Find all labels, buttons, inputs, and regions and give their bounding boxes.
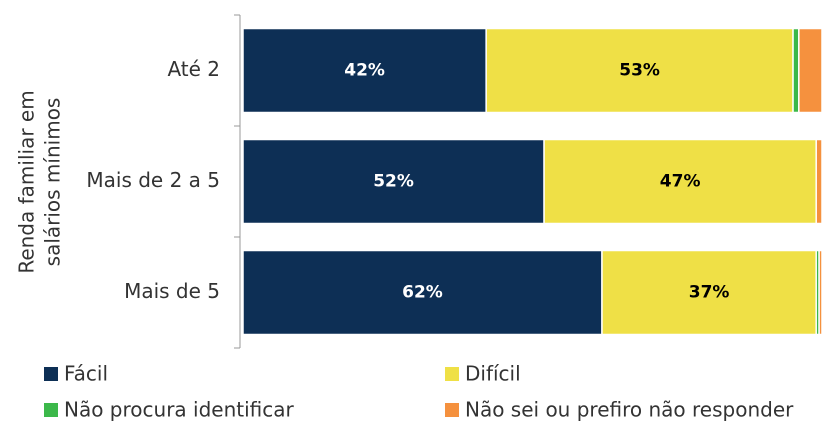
- legend-label: Difícil: [465, 362, 521, 386]
- bar-segment: [792, 27, 800, 114]
- data-label: 53%: [619, 61, 660, 81]
- category-label: Mais de 5: [124, 279, 220, 303]
- legend-swatch: [445, 403, 459, 417]
- y-axis-label: Renda familiar em salários mínimos: [15, 90, 65, 273]
- category-label: Mais de 2 a 5: [86, 168, 220, 192]
- legend-label: Não sei ou prefiro não responder: [465, 398, 794, 421]
- y-axis-label-line: Renda familiar em: [15, 90, 39, 273]
- bar-segment: [242, 249, 603, 336]
- bar-segment: [798, 27, 823, 114]
- bar-segment: [601, 249, 817, 336]
- bar-segment: [242, 138, 545, 225]
- data-label: 62%: [402, 283, 443, 303]
- bar-segment: [815, 138, 823, 225]
- bar-segment: [485, 27, 794, 114]
- bar-segment: [543, 138, 817, 225]
- category-label: Até 2: [167, 57, 220, 81]
- bar-segment: [242, 27, 487, 114]
- data-label: 47%: [660, 172, 701, 192]
- legend-swatch: [44, 367, 58, 381]
- data-label: 42%: [344, 61, 385, 81]
- bar-segment: [818, 249, 823, 336]
- data-label: 52%: [373, 172, 414, 192]
- legend-swatch: [445, 367, 459, 381]
- y-axis-label-line: salários mínimos: [41, 98, 65, 267]
- legend-label: Fácil: [64, 362, 108, 386]
- data-label: 37%: [689, 283, 730, 303]
- legend-label: Não procura identificar: [64, 398, 295, 421]
- legend-swatch: [44, 403, 58, 417]
